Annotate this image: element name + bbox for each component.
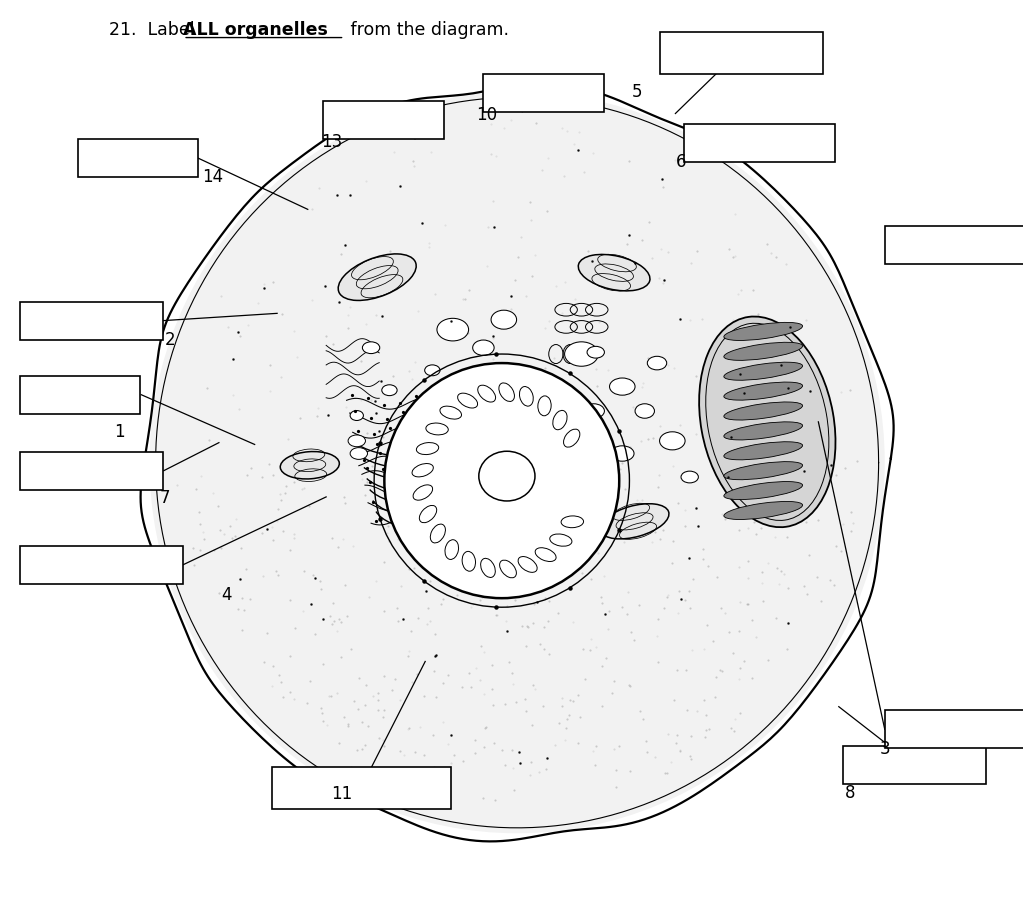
Ellipse shape [469, 436, 486, 448]
Text: 14: 14 [203, 168, 223, 186]
Ellipse shape [555, 395, 570, 405]
Ellipse shape [466, 400, 538, 432]
Ellipse shape [610, 446, 634, 461]
Bar [843, 746, 986, 785]
Ellipse shape [681, 471, 698, 483]
Text: 6: 6 [676, 153, 686, 171]
Ellipse shape [724, 322, 803, 340]
Ellipse shape [362, 342, 380, 354]
Ellipse shape [479, 452, 535, 501]
Bar [885, 226, 1024, 264]
Ellipse shape [382, 385, 397, 395]
Ellipse shape [492, 310, 516, 329]
Ellipse shape [724, 382, 803, 400]
Bar [324, 101, 443, 139]
Bar [78, 139, 199, 177]
Ellipse shape [609, 378, 635, 395]
Ellipse shape [699, 317, 836, 527]
Text: 10: 10 [476, 106, 498, 124]
Ellipse shape [600, 503, 669, 539]
Ellipse shape [724, 462, 803, 480]
Bar [19, 546, 183, 584]
Text: 8: 8 [845, 785, 855, 803]
Ellipse shape [724, 502, 803, 520]
Text: 11: 11 [331, 785, 352, 804]
Bar [272, 767, 451, 809]
Text: from the diagram.: from the diagram. [344, 22, 509, 39]
Ellipse shape [659, 432, 685, 450]
Text: 1: 1 [114, 423, 124, 441]
Text: 5: 5 [632, 83, 642, 101]
Ellipse shape [150, 92, 885, 834]
Ellipse shape [564, 342, 598, 366]
Bar [483, 73, 604, 112]
Ellipse shape [281, 452, 339, 479]
Text: 13: 13 [322, 133, 342, 151]
Ellipse shape [587, 346, 604, 358]
Ellipse shape [579, 255, 650, 291]
Bar [660, 32, 823, 73]
Ellipse shape [350, 411, 364, 421]
Ellipse shape [647, 356, 667, 370]
Ellipse shape [724, 442, 803, 460]
Text: ALL organelles: ALL organelles [183, 22, 328, 39]
Ellipse shape [724, 482, 803, 500]
Bar [684, 124, 835, 162]
Text: 2: 2 [165, 331, 175, 349]
Ellipse shape [724, 362, 803, 380]
Bar [19, 302, 163, 339]
Text: 21.  Label: 21. Label [109, 22, 200, 39]
Ellipse shape [338, 254, 416, 300]
Ellipse shape [350, 448, 368, 459]
Bar [885, 710, 1024, 748]
Text: 7: 7 [160, 489, 170, 507]
Ellipse shape [473, 340, 495, 356]
Ellipse shape [425, 365, 440, 375]
Ellipse shape [453, 371, 470, 384]
Ellipse shape [348, 435, 366, 447]
Ellipse shape [724, 422, 803, 440]
Text: 3: 3 [880, 740, 890, 758]
Text: 4: 4 [221, 586, 231, 603]
Ellipse shape [635, 404, 654, 418]
Bar [19, 452, 163, 490]
Ellipse shape [724, 342, 803, 360]
Ellipse shape [437, 318, 469, 341]
Bar [19, 375, 140, 414]
Ellipse shape [583, 404, 604, 418]
Ellipse shape [585, 472, 606, 486]
Ellipse shape [724, 402, 803, 420]
Ellipse shape [525, 375, 543, 387]
Ellipse shape [384, 363, 620, 599]
